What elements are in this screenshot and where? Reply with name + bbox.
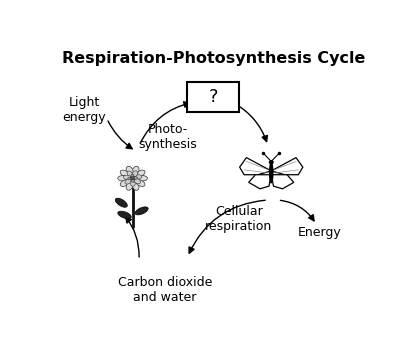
Ellipse shape	[120, 180, 129, 186]
Circle shape	[131, 176, 134, 180]
Ellipse shape	[270, 163, 273, 183]
Polygon shape	[271, 175, 294, 189]
Text: Light
energy: Light energy	[62, 96, 106, 124]
Text: ?: ?	[208, 88, 218, 106]
Ellipse shape	[115, 198, 127, 207]
Ellipse shape	[128, 177, 133, 180]
Ellipse shape	[118, 175, 128, 181]
Ellipse shape	[126, 182, 133, 190]
Text: Energy: Energy	[298, 226, 342, 239]
Ellipse shape	[123, 175, 131, 180]
Ellipse shape	[134, 178, 141, 184]
Ellipse shape	[132, 166, 139, 175]
Circle shape	[270, 161, 273, 164]
Polygon shape	[249, 175, 271, 189]
Ellipse shape	[118, 211, 131, 219]
Ellipse shape	[132, 177, 137, 179]
Ellipse shape	[132, 171, 138, 177]
Polygon shape	[271, 157, 303, 175]
Ellipse shape	[130, 179, 135, 186]
Ellipse shape	[120, 170, 129, 177]
Ellipse shape	[136, 180, 145, 186]
Bar	[188, 82, 239, 112]
Ellipse shape	[126, 166, 133, 175]
Ellipse shape	[131, 174, 134, 179]
Ellipse shape	[137, 175, 147, 181]
Ellipse shape	[136, 170, 145, 177]
Text: Respiration-Photosynthesis Cycle: Respiration-Photosynthesis Cycle	[62, 51, 365, 66]
Ellipse shape	[132, 182, 139, 190]
Text: Cellular
respiration: Cellular respiration	[206, 205, 272, 233]
Text: Carbon dioxide
and water: Carbon dioxide and water	[118, 276, 212, 304]
Ellipse shape	[135, 207, 148, 215]
Ellipse shape	[125, 179, 132, 184]
Ellipse shape	[134, 175, 142, 179]
Ellipse shape	[127, 171, 133, 177]
Ellipse shape	[131, 178, 134, 183]
Polygon shape	[240, 157, 271, 175]
Text: Photo-
synthesis: Photo- synthesis	[139, 124, 198, 151]
